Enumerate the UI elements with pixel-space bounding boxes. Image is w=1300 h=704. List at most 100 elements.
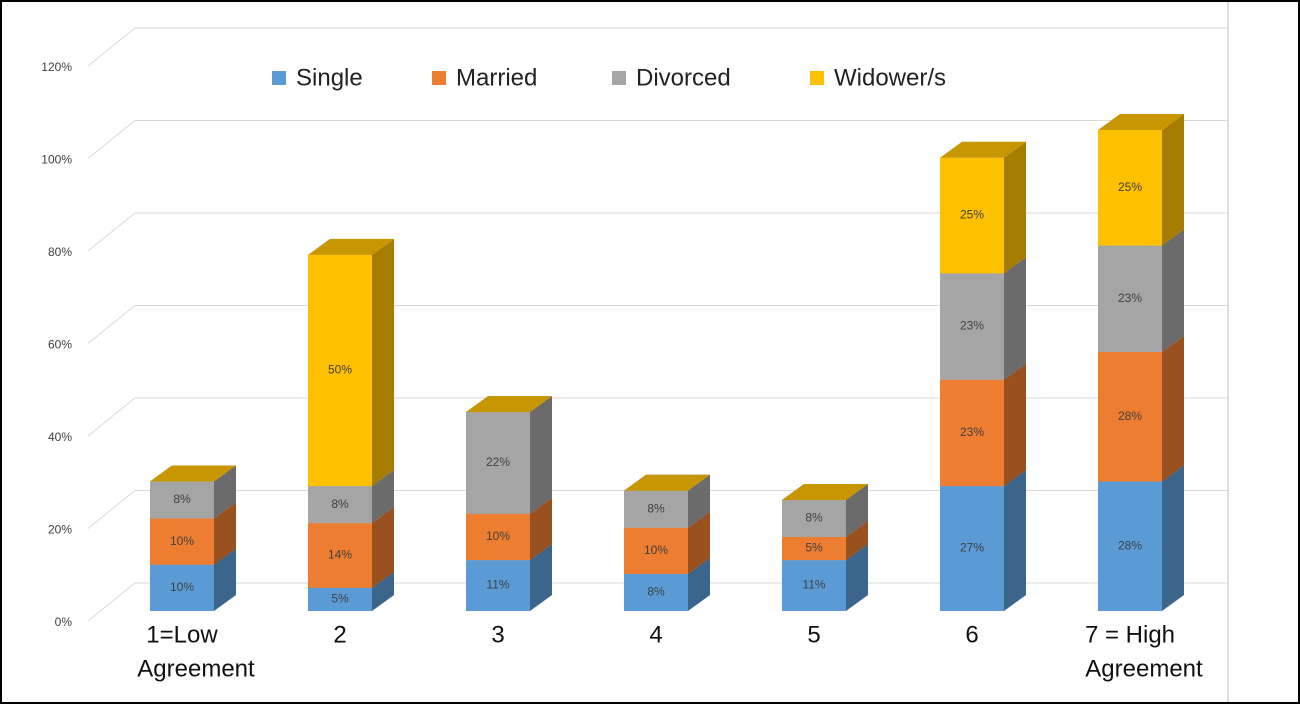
bar-top — [466, 396, 552, 413]
bar-front — [782, 560, 846, 611]
x-tick-label: 5 — [807, 621, 820, 648]
bar-side — [846, 484, 868, 537]
bar-side — [1004, 141, 1026, 274]
bar-front — [782, 500, 846, 537]
bar-front — [940, 486, 1004, 611]
bar-segment — [308, 238, 394, 487]
bar-segment — [308, 507, 394, 588]
bar-segment — [150, 465, 236, 482]
bar-side — [372, 238, 394, 487]
value-label: 8% — [331, 497, 349, 511]
bar-front — [624, 490, 688, 528]
bar-segment — [940, 141, 1026, 274]
bar-top — [1098, 114, 1184, 130]
value-label: 10% — [486, 529, 510, 543]
bar-front — [466, 560, 530, 611]
bar-top — [150, 465, 236, 482]
bar-side — [372, 507, 394, 588]
bar-side — [688, 474, 710, 528]
bar-front — [150, 564, 214, 611]
bar-front — [1098, 352, 1162, 482]
x-tick-label: 2 — [333, 621, 346, 648]
bar-side — [530, 396, 552, 514]
bar-segment — [466, 396, 552, 413]
value-label: 28% — [1118, 538, 1142, 552]
grid-line — [87, 397, 1228, 437]
value-label: 11% — [802, 578, 825, 592]
value-label: 8% — [647, 501, 665, 515]
x-tick-label: 3 — [491, 621, 504, 648]
bar-side — [214, 548, 236, 611]
y-tick-label: 40% — [48, 430, 72, 444]
bar-front — [624, 527, 688, 574]
value-label: 25% — [960, 208, 984, 222]
x-tick-label: 1=Low — [146, 621, 218, 648]
bar-front — [308, 254, 372, 487]
grid-line — [87, 212, 1228, 252]
bar-front — [1098, 245, 1162, 352]
legend-swatch — [612, 71, 626, 85]
bar-side — [1004, 257, 1026, 380]
bar-side — [688, 511, 710, 574]
value-label: 14% — [328, 548, 352, 562]
bar-front — [782, 537, 846, 561]
value-label: 8% — [647, 585, 665, 599]
value-label: 28% — [1118, 409, 1142, 423]
grid-line — [87, 305, 1228, 344]
value-label: 8% — [805, 511, 823, 525]
bar-side — [214, 465, 236, 519]
grid-line — [87, 27, 1228, 67]
bar-front — [308, 486, 372, 524]
bar-segment — [1098, 114, 1184, 246]
value-label: 5% — [805, 541, 823, 555]
bar-top — [782, 484, 868, 500]
bar-side — [1162, 229, 1184, 352]
legend-label: Widower/s — [834, 64, 946, 91]
legend-label: Divorced — [636, 64, 731, 91]
bar-front — [624, 574, 688, 611]
value-label: 22% — [486, 455, 510, 469]
value-label: 10% — [170, 534, 194, 548]
bar-front — [308, 587, 372, 611]
y-tick-label: 0% — [55, 615, 73, 629]
bar-top — [940, 141, 1026, 158]
bar-front — [308, 523, 372, 588]
bar-front — [940, 273, 1004, 380]
legend-label: Single — [296, 64, 363, 91]
bar-top — [308, 238, 394, 255]
value-label: 50% — [328, 363, 352, 377]
x-tick-label: 7 = High — [1085, 621, 1175, 648]
value-label: 25% — [1118, 180, 1142, 194]
bar-front — [940, 157, 1004, 274]
bar-front — [940, 379, 1004, 487]
value-label: 11% — [486, 578, 509, 592]
bar-side — [688, 558, 710, 611]
y-tick-label: 120% — [41, 60, 72, 74]
bar-side — [1004, 363, 1026, 487]
bar-front — [1098, 481, 1162, 611]
bar-side — [372, 470, 394, 524]
legend-swatch — [272, 71, 286, 85]
bar-side — [530, 544, 552, 611]
value-label: 23% — [960, 425, 984, 439]
bar-front — [150, 481, 214, 519]
bar-segment — [624, 474, 710, 491]
y-tick-label: 60% — [48, 338, 72, 352]
grid-line — [87, 120, 1228, 159]
x-tick-label: Agreement — [137, 655, 255, 682]
value-label: 10% — [170, 580, 194, 594]
legend-swatch — [810, 71, 824, 85]
bar-front — [466, 513, 530, 561]
bar-side — [214, 502, 236, 565]
x-tick-label: 4 — [649, 621, 662, 648]
y-tick-label: 100% — [41, 153, 72, 167]
bar-front — [466, 412, 530, 514]
bar-side — [1162, 114, 1184, 246]
bar-side — [1162, 465, 1184, 611]
y-tick-label: 20% — [48, 523, 72, 537]
bar-side — [846, 521, 868, 561]
x-tick-label: 6 — [965, 621, 978, 648]
y-tick-label: 80% — [48, 245, 72, 259]
bar-segment — [782, 484, 868, 500]
